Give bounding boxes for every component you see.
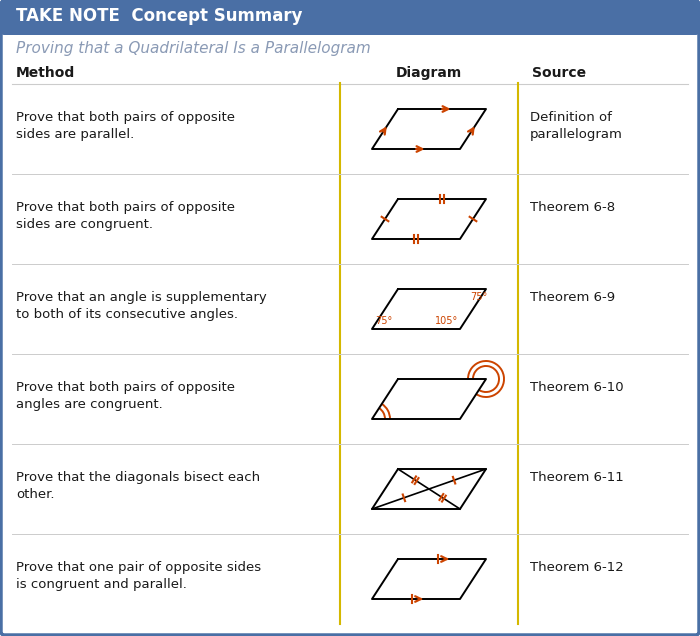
Text: Theorem 6-8: Theorem 6-8 — [530, 201, 615, 214]
Text: Prove that an angle is supplementary
to both of its consecutive angles.: Prove that an angle is supplementary to … — [16, 291, 267, 321]
Text: TAKE NOTE  Concept Summary: TAKE NOTE Concept Summary — [16, 7, 302, 25]
Text: 105°: 105° — [435, 316, 458, 326]
Text: Method: Method — [16, 66, 76, 80]
Text: 75°: 75° — [470, 292, 487, 302]
Text: Theorem 6-11: Theorem 6-11 — [530, 471, 624, 484]
Bar — [4, 17, 696, 32]
Text: Prove that one pair of opposite sides
is congruent and parallel.: Prove that one pair of opposite sides is… — [16, 561, 261, 591]
Text: Prove that both pairs of opposite
sides are parallel.: Prove that both pairs of opposite sides … — [16, 111, 235, 141]
Text: Theorem 6-12: Theorem 6-12 — [530, 561, 624, 574]
Text: Definition of
parallelogram: Definition of parallelogram — [530, 111, 623, 141]
Text: 75°: 75° — [375, 316, 392, 326]
Text: Prove that both pairs of opposite
sides are congruent.: Prove that both pairs of opposite sides … — [16, 201, 235, 231]
Text: Prove that the diagonals bisect each
other.: Prove that the diagonals bisect each oth… — [16, 471, 260, 501]
Text: Theorem 6-9: Theorem 6-9 — [530, 291, 615, 304]
Text: Source: Source — [532, 66, 586, 80]
Text: Theorem 6-10: Theorem 6-10 — [530, 381, 624, 394]
Text: Diagram: Diagram — [396, 66, 462, 80]
Text: Prove that both pairs of opposite
angles are congruent.: Prove that both pairs of opposite angles… — [16, 381, 235, 411]
FancyBboxPatch shape — [1, 0, 699, 35]
Text: Proving that a Quadrilateral Is a Parallelogram: Proving that a Quadrilateral Is a Parall… — [16, 41, 371, 55]
